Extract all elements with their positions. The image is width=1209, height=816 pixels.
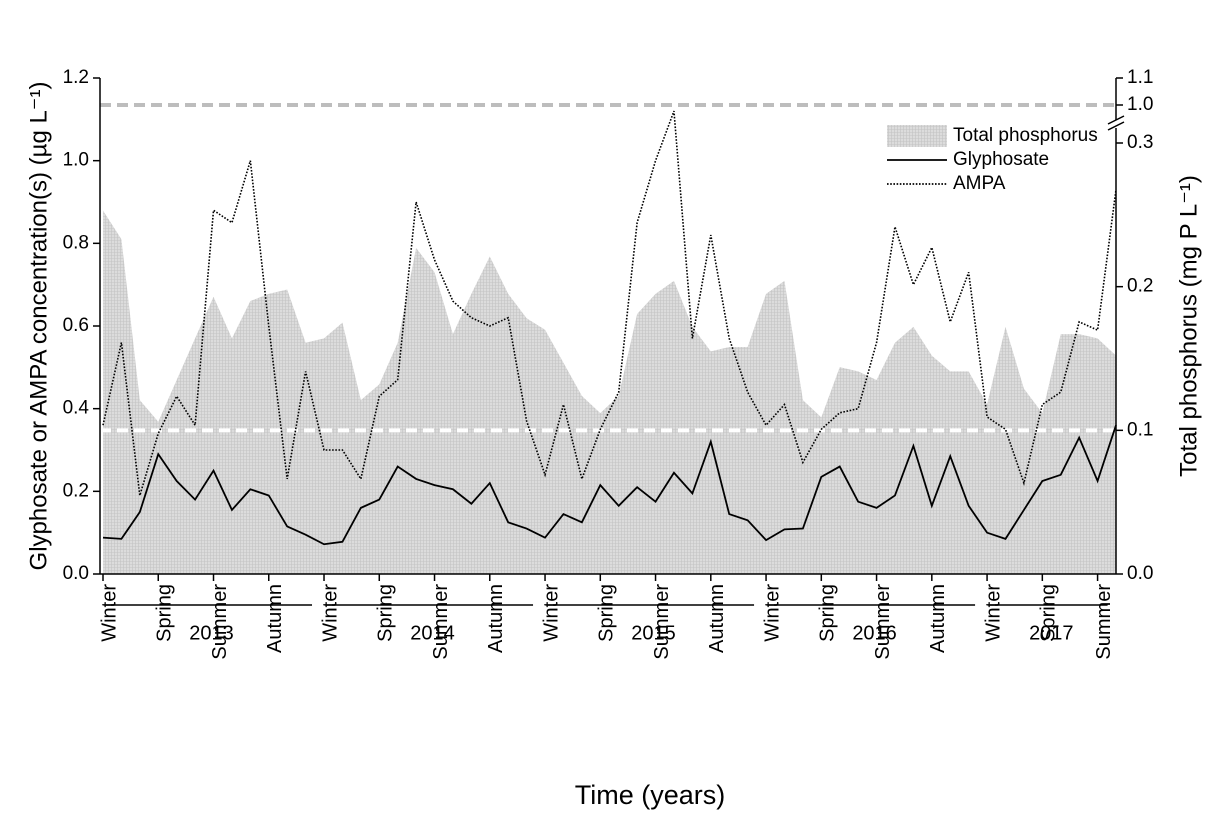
legend-swatch — [887, 125, 947, 147]
x-tick-label: Autumn — [706, 584, 728, 653]
y-tick-label: 0.6 — [63, 315, 89, 336]
y2-tick-label: 0.2 — [1127, 276, 1153, 297]
x-tick-label: Winter — [982, 584, 1004, 642]
y-axis-title: Glyphosate or AMPA concentration(s) (µg … — [25, 82, 52, 571]
legend-label: Glyphosate — [953, 149, 1049, 170]
y2-tick-label: 1.0 — [1127, 94, 1153, 115]
x-tick-label: Autumn — [485, 584, 507, 653]
year-label: 2017 — [1029, 622, 1074, 644]
x-tick-label: Autumn — [927, 584, 949, 653]
x-tick-label: Spring — [596, 584, 618, 642]
x-tick-label: Summer — [1093, 584, 1115, 660]
x-tick-label: Summer — [430, 584, 452, 660]
year-label: 2016 — [852, 622, 897, 644]
x-tick-label: Spring — [154, 584, 176, 642]
y-tick-label: 0.4 — [63, 398, 90, 419]
x-tick-label: Summer — [209, 584, 231, 660]
x-tick-label: Winter — [98, 584, 120, 642]
axis-break — [1107, 121, 1125, 131]
line — [102, 110, 1117, 496]
x-tick-label: Winter — [319, 584, 341, 642]
y-tick-label: 0.0 — [63, 563, 89, 584]
year-label: 2014 — [410, 622, 455, 644]
x-tick-label: Winter — [761, 584, 783, 642]
y-tick-label: 0.2 — [63, 480, 89, 501]
year-label: 2013 — [189, 622, 234, 644]
x-tick-label: Spring — [375, 584, 397, 642]
x-tick-label: Autumn — [264, 584, 286, 653]
axis-break-gap — [1108, 120, 1124, 128]
x-tick-label: Spring — [1038, 584, 1060, 642]
y2-tick-label: 0.0 — [1127, 563, 1153, 584]
x-axis-title: Time (years) — [575, 780, 726, 810]
y-tick-label: 1.0 — [63, 150, 89, 171]
y2-axis-title: Total phosphorus (mg P L⁻¹) — [1175, 175, 1202, 477]
area — [103, 210, 1116, 575]
line — [102, 424, 1117, 546]
x-tick-label: Summer — [651, 584, 673, 660]
x-tick-label: Winter — [540, 584, 562, 642]
y2-tick-label: 0.1 — [1127, 419, 1153, 440]
x-tick-label: Summer — [872, 584, 894, 660]
y-tick-label: 1.2 — [63, 67, 89, 88]
y2-tick-label: 0.3 — [1127, 132, 1153, 153]
year-label: 2015 — [631, 622, 676, 644]
y2-tick-label: 1.1 — [1127, 67, 1153, 88]
y-tick-label: 0.8 — [63, 232, 89, 253]
axis-break — [1107, 115, 1125, 125]
x-tick-label: Spring — [817, 584, 839, 642]
legend-label: Total phosphorus — [953, 125, 1098, 146]
legend-label: AMPA — [953, 173, 1006, 194]
